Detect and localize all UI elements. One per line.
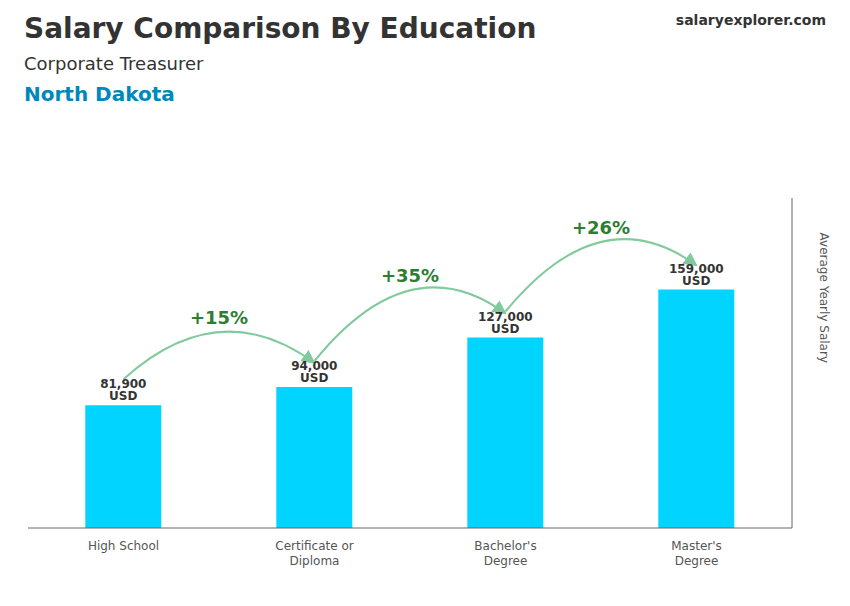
svg-text:159,000USD: 159,000USD [669, 262, 724, 288]
svg-text:Master'sDegree: Master'sDegree [671, 539, 722, 568]
html-text:Corporate Treasurer: Corporate Treasurer [24, 53, 204, 74]
html-text:North Dakota: North Dakota [24, 82, 175, 106]
svg-text:Certificate orDiploma: Certificate orDiploma [275, 539, 353, 568]
svg-text:High School: High School [88, 539, 159, 553]
svg-text:+15%: +15% [190, 307, 248, 328]
svg-text:94,000USD: 94,000USD [291, 359, 337, 385]
svg-text:+35%: +35% [381, 265, 439, 286]
svg-text:81,900USD: 81,900USD [100, 377, 146, 403]
svg-text:127,000USD: 127,000USD [478, 310, 533, 336]
html-text:Salary Comparison By Education: Salary Comparison By Education [24, 12, 537, 45]
svg-text:Bachelor'sDegree: Bachelor'sDegree [474, 539, 536, 568]
html-text:salaryexplorer.com: salaryexplorer.com [675, 12, 826, 28]
svg-text:Average Yearly Salary: Average Yearly Salary [817, 233, 831, 363]
svg-text:+26%: +26% [572, 217, 630, 238]
